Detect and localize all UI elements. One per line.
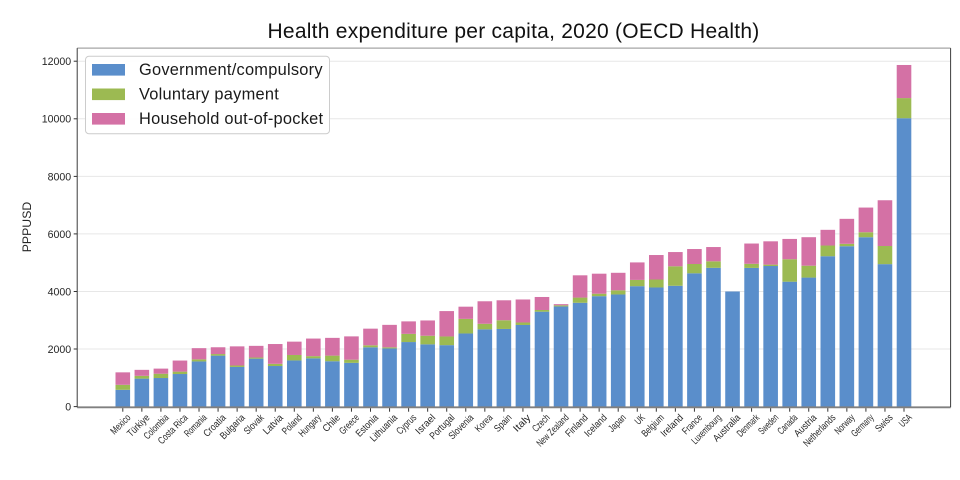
svg-text:Government/compulsory: Government/compulsory bbox=[139, 61, 323, 79]
svg-text:Household out-of-pocket: Household out-of-pocket bbox=[139, 110, 324, 128]
svg-text:8000: 8000 bbox=[48, 171, 72, 183]
svg-text:PPPUSD: PPPUSD bbox=[20, 202, 34, 253]
svg-text:Voluntary payment: Voluntary payment bbox=[139, 86, 279, 104]
svg-text:10000: 10000 bbox=[42, 114, 72, 126]
svg-text:12000: 12000 bbox=[42, 56, 72, 68]
svg-text:Health expenditure per capita,: Health expenditure per capita, 2020 (OEC… bbox=[267, 20, 759, 43]
svg-text:2000: 2000 bbox=[48, 344, 72, 356]
svg-text:4000: 4000 bbox=[48, 286, 72, 298]
svg-text:6000: 6000 bbox=[48, 229, 72, 241]
svg-text:0: 0 bbox=[65, 402, 71, 414]
